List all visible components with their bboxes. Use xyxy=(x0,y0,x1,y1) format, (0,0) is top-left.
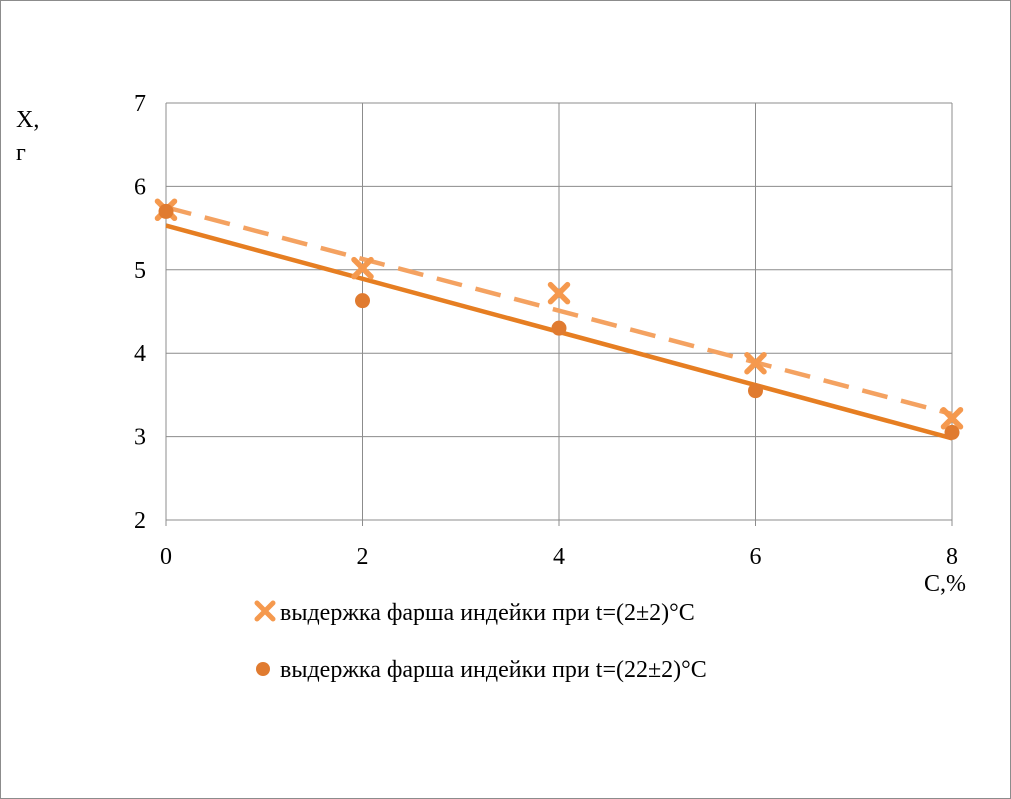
data-points xyxy=(154,198,964,440)
y-axis-label-line-1: X, xyxy=(16,107,39,133)
y-axis-label-line-2: г xyxy=(16,140,26,166)
grid xyxy=(165,102,953,526)
point-series-2-1 xyxy=(355,293,370,309)
legend-marker-series-1 xyxy=(254,600,276,622)
x-tick-label-8: 8 xyxy=(946,544,958,570)
y-tick-label-2: 2 xyxy=(134,508,146,534)
y-tick-label-3: 3 xyxy=(134,425,146,451)
y-tick-label-5: 5 xyxy=(134,258,146,284)
point-series-1-4 xyxy=(940,407,964,430)
x-tick-label-0: 0 xyxy=(160,544,172,570)
legend-marker-series-2 xyxy=(256,662,270,676)
trendline-series-1 xyxy=(165,205,953,417)
y-tick-label-7: 7 xyxy=(134,91,146,117)
legend: выдержка фарша индейки при t=(2±2)°С выд… xyxy=(254,600,707,683)
x-tick-label-2: 2 xyxy=(357,544,369,570)
x-tick-label-4: 4 xyxy=(553,544,565,570)
point-series-1-2 xyxy=(547,281,571,305)
y-tick-label-6: 6 xyxy=(134,174,146,200)
y-tick-label-4: 4 xyxy=(134,341,146,367)
point-series-2-0 xyxy=(158,203,174,219)
legend-label-series-2: выдержка фарша индейки при t=(22±2)°С xyxy=(280,657,707,683)
point-series-2-2 xyxy=(551,320,567,336)
x-tick-label-6: 6 xyxy=(750,544,762,570)
x-axis-label: C,% xyxy=(924,571,966,597)
point-series-1-1 xyxy=(351,256,374,280)
point-series-1-3 xyxy=(744,351,767,375)
legend-label-series-1: выдержка фарша индейки при t=(2±2)°С xyxy=(280,600,695,626)
point-series-2-4 xyxy=(944,424,960,440)
point-series-2-3 xyxy=(748,383,763,399)
